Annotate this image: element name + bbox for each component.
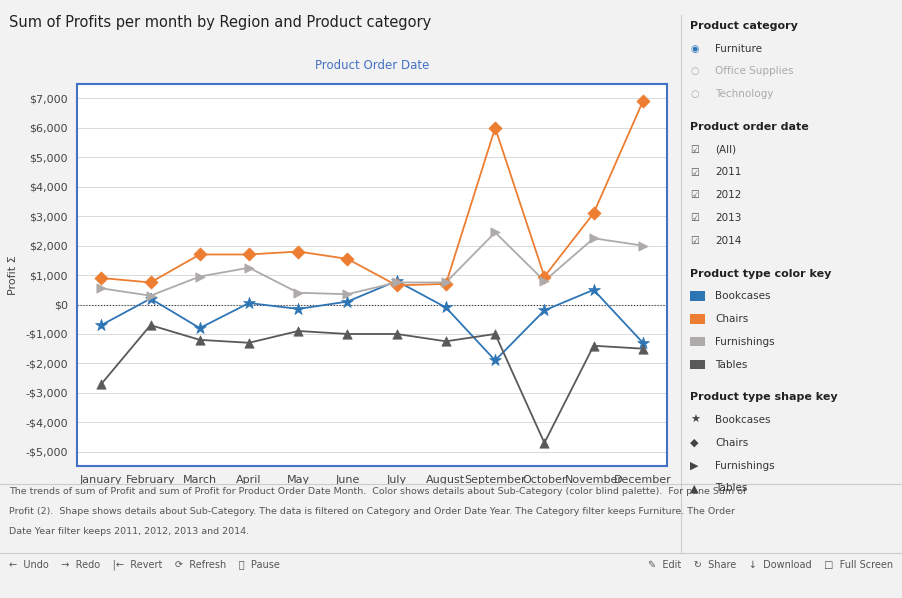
Text: ◆: ◆ (690, 438, 698, 448)
Point (192, 335, 207, 344)
Text: Furnishings: Furnishings (715, 460, 775, 471)
Point (291, 327, 306, 336)
Point (192, 324, 207, 333)
Text: Tables: Tables (715, 359, 748, 370)
Text: Furniture: Furniture (715, 44, 762, 54)
Text: (All): (All) (715, 145, 736, 155)
Text: 2012: 2012 (715, 190, 741, 200)
Text: ☑: ☑ (690, 236, 699, 246)
Point (94, 379, 108, 389)
Point (94, 321, 108, 330)
Point (390, 276, 404, 286)
Point (340, 254, 354, 264)
Text: ▶: ▶ (690, 460, 698, 471)
Point (291, 304, 306, 314)
Point (488, 329, 502, 338)
Text: Furnishings: Furnishings (715, 337, 775, 347)
Text: Tables: Tables (715, 483, 748, 493)
Text: The trends of sum of Profit and sum of Profit for Product Order Date Month.  Col: The trends of sum of Profit and sum of P… (9, 487, 746, 496)
Point (538, 276, 552, 286)
Point (291, 288, 306, 298)
Point (192, 271, 207, 281)
Point (143, 321, 158, 330)
Point (340, 297, 354, 306)
Text: Technology: Technology (715, 89, 774, 99)
Point (340, 289, 354, 299)
Point (390, 329, 404, 338)
Point (242, 250, 256, 260)
Text: Product Order Date: Product Order Date (315, 59, 429, 72)
Text: Profit (2).  Shape shows details about Sub-Category. The data is filtered on Cat: Profit (2). Shape shows details about Su… (9, 507, 735, 516)
Text: ☑: ☑ (690, 167, 699, 178)
Text: 2014: 2014 (715, 236, 741, 246)
Point (586, 341, 601, 350)
Text: Date Year filter keeps 2011, 2012, 2013 and 2014.: Date Year filter keeps 2011, 2012, 2013 … (9, 527, 249, 536)
Text: ◉: ◉ (690, 44, 698, 54)
Point (242, 263, 256, 273)
Text: Chairs: Chairs (715, 314, 749, 324)
Point (438, 277, 453, 287)
Text: Product type color key: Product type color key (690, 269, 832, 279)
Point (438, 303, 453, 312)
Text: ☑: ☑ (690, 145, 699, 155)
Point (538, 271, 552, 281)
Text: ☑: ☑ (690, 190, 699, 200)
Point (291, 247, 306, 257)
Text: 2011: 2011 (715, 167, 741, 178)
Point (143, 291, 158, 300)
Point (488, 228, 502, 237)
Point (438, 337, 453, 346)
Text: Product type shape key: Product type shape key (690, 392, 838, 402)
Point (143, 294, 158, 303)
Point (94, 283, 108, 293)
Point (488, 356, 502, 365)
Text: ✎  Edit    ↻  Share    ↓  Download    □  Full Screen: ✎ Edit ↻ Share ↓ Download □ Full Screen (648, 560, 893, 570)
Text: ○: ○ (690, 66, 698, 77)
Point (143, 277, 158, 287)
Point (488, 123, 502, 133)
Point (586, 233, 601, 243)
Text: ★: ★ (690, 415, 700, 425)
Text: Chairs: Chairs (715, 438, 749, 448)
Text: Product category: Product category (690, 21, 798, 31)
Text: Bookcases: Bookcases (715, 291, 771, 301)
Point (636, 344, 650, 353)
Point (94, 273, 108, 283)
Point (242, 298, 256, 308)
Text: 2013: 2013 (715, 213, 741, 223)
Text: ○: ○ (690, 89, 698, 99)
Point (390, 277, 404, 287)
Point (586, 209, 601, 218)
Text: Office Supplies: Office Supplies (715, 66, 794, 77)
Text: Product order date: Product order date (690, 122, 809, 132)
Point (390, 280, 404, 290)
Point (340, 329, 354, 338)
Point (192, 250, 207, 260)
Y-axis label: Profit Σ: Profit Σ (8, 255, 18, 295)
Point (636, 338, 650, 347)
Point (538, 306, 552, 315)
Text: ←  Undo    →  Redo    |←  Revert    ⟳  Refresh    ⏸  Pause: ← Undo → Redo |← Revert ⟳ Refresh ⏸ Paus… (9, 560, 280, 570)
Point (636, 241, 650, 251)
Point (438, 279, 453, 289)
Point (242, 338, 256, 347)
Point (538, 438, 552, 448)
Text: ☑: ☑ (690, 213, 699, 223)
Point (636, 97, 650, 106)
Text: Bookcases: Bookcases (715, 415, 771, 425)
Point (586, 285, 601, 295)
Text: ▲: ▲ (690, 483, 698, 493)
Text: Sum of Profits per month by Region and Product category: Sum of Profits per month by Region and P… (9, 15, 431, 30)
